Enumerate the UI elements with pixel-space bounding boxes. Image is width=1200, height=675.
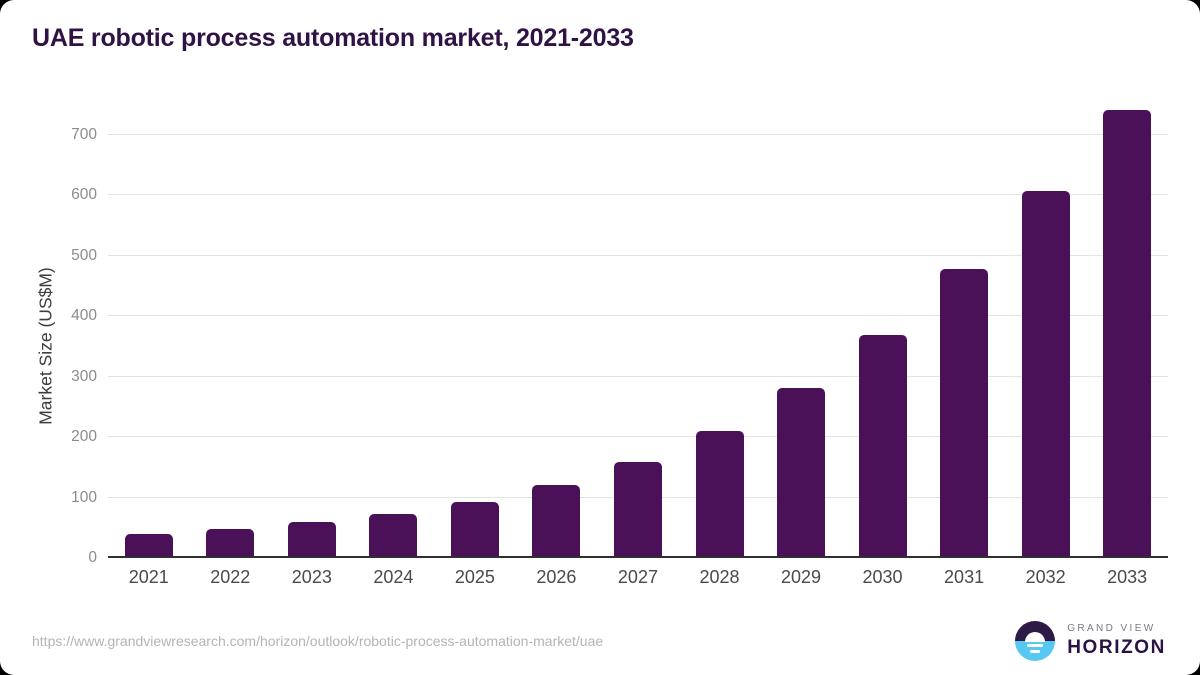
bar-2032 — [1021, 191, 1070, 556]
bar-2030 — [858, 335, 907, 556]
y-tick-label-600: 600 — [71, 186, 97, 203]
gridline-400 — [108, 315, 1168, 316]
bar-2023 — [287, 522, 336, 556]
bar-2025 — [450, 501, 499, 556]
x-tick-label-2023: 2023 — [291, 567, 332, 587]
x-tick-label-2029: 2029 — [780, 567, 822, 587]
y-tick-label-100: 100 — [71, 488, 97, 506]
y-tick-label-700: 700 — [71, 125, 97, 143]
bar-2029 — [777, 388, 826, 556]
y-tick-label-0: 0 — [88, 549, 97, 566]
plot-area — [108, 100, 1168, 558]
x-tick-label-2022: 2022 — [210, 567, 251, 587]
source-url: https://www.grandviewresearch.com/horizo… — [32, 633, 604, 649]
x-axis-line — [108, 556, 1168, 558]
bar-2022 — [206, 529, 255, 556]
chart-title: UAE robotic process automation market, 2… — [32, 24, 634, 52]
bar-2024 — [369, 513, 418, 556]
bar-2028 — [695, 430, 744, 556]
y-axis-ticks: 0 100 200 300 400 500 600 700 — [0, 0, 97, 675]
y-tick-label-400: 400 — [71, 307, 97, 324]
gridline-500 — [108, 254, 1168, 256]
x-tick-label-2025: 2025 — [454, 567, 495, 587]
bar-2021 — [124, 534, 173, 556]
y-tick-label-200: 200 — [71, 428, 97, 445]
brand-logo-text: GRAND VIEW HORIZON — [1067, 623, 1166, 658]
brand-logo: GRAND VIEW HORIZON — [1015, 621, 1166, 661]
brand-name-top: GRAND VIEW — [1067, 623, 1156, 635]
brand-name-bottom: HORIZON — [1067, 636, 1166, 658]
x-tick-label-2027: 2027 — [617, 567, 658, 587]
bar-2027 — [614, 462, 662, 556]
x-tick-label-2031: 2031 — [944, 567, 985, 587]
x-tick-label-2026: 2026 — [536, 567, 577, 587]
horizon-sun-icon — [1015, 621, 1056, 661]
gridline-200 — [108, 436, 1168, 437]
x-tick-label-2030: 2030 — [862, 567, 903, 587]
x-tick-label-2024: 2024 — [373, 567, 414, 587]
bar-2033 — [1103, 110, 1152, 556]
x-axis-labels: 2021 2022 2023 2024 2025 2026 2027 2028 2029 2030… — [108, 567, 1168, 591]
gridline-600 — [108, 194, 1168, 195]
x-tick-label-2033: 2033 — [1107, 567, 1148, 587]
gridline-700 — [108, 133, 1168, 135]
x-tick-label-2021: 2021 — [128, 567, 169, 587]
bar-2031 — [940, 269, 989, 556]
bar-2026 — [532, 485, 581, 556]
x-tick-label-2028: 2028 — [699, 567, 740, 587]
y-tick-label-500: 500 — [71, 246, 97, 264]
x-tick-label-2032: 2032 — [1025, 567, 1066, 587]
gridline-300 — [108, 375, 1168, 377]
y-tick-label-300: 300 — [71, 367, 97, 385]
